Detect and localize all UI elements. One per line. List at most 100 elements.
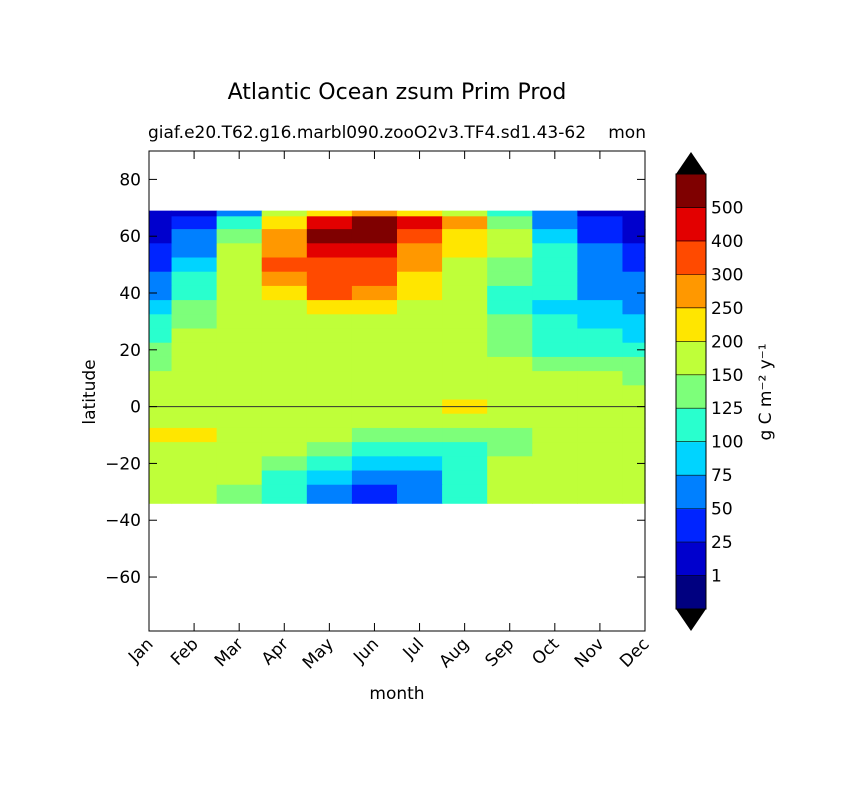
contour-cell <box>171 427 218 443</box>
contour-cell <box>171 271 218 287</box>
contour-cell <box>171 356 218 372</box>
plot-area <box>149 210 646 504</box>
contour-cell <box>442 413 488 429</box>
contour-cell <box>261 210 308 217</box>
contour-cell <box>577 497 624 504</box>
x-tick-label: Sep <box>481 634 518 671</box>
contour-cell <box>532 271 578 287</box>
contour-cell <box>306 427 353 443</box>
contour-cell <box>216 456 263 472</box>
contour-cell <box>397 271 443 287</box>
contour-cell <box>216 210 263 217</box>
colorbar-tick-label: 100 <box>711 433 743 453</box>
contour-cell <box>397 413 443 429</box>
contour-cell <box>351 356 398 372</box>
contour-cell <box>622 285 646 301</box>
contour-cell <box>532 342 578 358</box>
contour-cell <box>487 413 533 429</box>
contour-cell <box>532 456 578 472</box>
contour-cell <box>171 328 218 344</box>
colorbar-bin <box>676 374 706 409</box>
colorbar-bin <box>676 274 706 309</box>
contour-cell <box>351 300 398 315</box>
y-tick-label: 20 <box>119 341 141 361</box>
contour-cell <box>622 413 646 429</box>
contour-cell <box>397 427 443 443</box>
contour-cell <box>149 413 173 429</box>
contour-cell <box>171 342 218 358</box>
contour-cell <box>149 497 173 504</box>
contour-cell <box>532 371 578 386</box>
contour-cell <box>577 371 624 386</box>
contour-cell <box>351 456 398 472</box>
contour-cell <box>261 243 308 259</box>
contour-cell <box>216 271 263 287</box>
contour-cell <box>532 243 578 259</box>
contour-cell <box>577 271 624 287</box>
contour-cell <box>622 257 646 273</box>
contour-cell <box>261 413 308 429</box>
x-tick-label: Jan <box>124 634 157 667</box>
contour-cell <box>306 484 353 499</box>
contour-cell <box>351 470 398 486</box>
contour-cell <box>149 314 173 330</box>
colorbar-tick-label: 200 <box>711 332 743 352</box>
x-tick-label: Dec <box>616 634 653 671</box>
contour-cell <box>622 271 646 287</box>
contour-cell <box>216 497 263 504</box>
contour-cell <box>216 216 263 230</box>
contour-cell <box>532 328 578 344</box>
contour-cell <box>397 216 443 230</box>
contour-cell <box>577 413 624 429</box>
contour-cell <box>487 314 533 330</box>
contour-cell <box>149 356 173 372</box>
contour-cell <box>577 243 624 259</box>
contour-cell <box>622 497 646 504</box>
contour-cell <box>577 300 624 315</box>
contour-cell <box>261 484 308 499</box>
contour-cell <box>149 210 173 217</box>
contour-cell <box>149 243 173 259</box>
contour-cell <box>261 285 308 301</box>
x-tick-label: Apr <box>258 634 293 669</box>
contour-cell <box>306 300 353 315</box>
contour-cell <box>487 371 533 386</box>
contour-cell <box>149 271 173 287</box>
contour-cell <box>487 257 533 273</box>
contour-cell <box>397 470 443 486</box>
x-tick-label: May <box>299 634 338 673</box>
contour-cell <box>351 210 398 217</box>
contour-cell <box>442 497 488 504</box>
contour-cell <box>306 442 353 457</box>
contour-cell <box>351 314 398 330</box>
contour-cell <box>577 328 624 344</box>
y-tick-label: 40 <box>119 284 141 304</box>
contour-cell <box>532 356 578 372</box>
contour-cell <box>577 456 624 472</box>
contour-cell <box>532 470 578 486</box>
contour-cell <box>171 229 218 244</box>
contour-cell <box>487 470 533 486</box>
contour-cell <box>487 229 533 244</box>
contour-cell <box>622 385 646 401</box>
contour-cell <box>442 243 488 259</box>
contour-cell <box>442 328 488 344</box>
contour-cell <box>261 371 308 386</box>
contour-cell <box>622 216 646 230</box>
contour-cell <box>622 371 646 386</box>
x-tick-label: Oct <box>528 634 563 669</box>
y-tick-label: −60 <box>105 568 141 588</box>
contour-cell <box>577 442 624 457</box>
y-tick-label: 60 <box>119 227 141 247</box>
contour-cell <box>351 328 398 344</box>
colorbar-bin <box>676 475 706 510</box>
contour-cell <box>622 328 646 344</box>
contour-cell <box>351 371 398 386</box>
contour-cell <box>577 210 624 217</box>
contour-cell <box>442 442 488 457</box>
contour-cell <box>397 342 443 358</box>
colorbar-bin <box>676 508 706 543</box>
contour-cell <box>216 229 263 244</box>
contour-cell <box>487 356 533 372</box>
contour-cell <box>306 385 353 401</box>
